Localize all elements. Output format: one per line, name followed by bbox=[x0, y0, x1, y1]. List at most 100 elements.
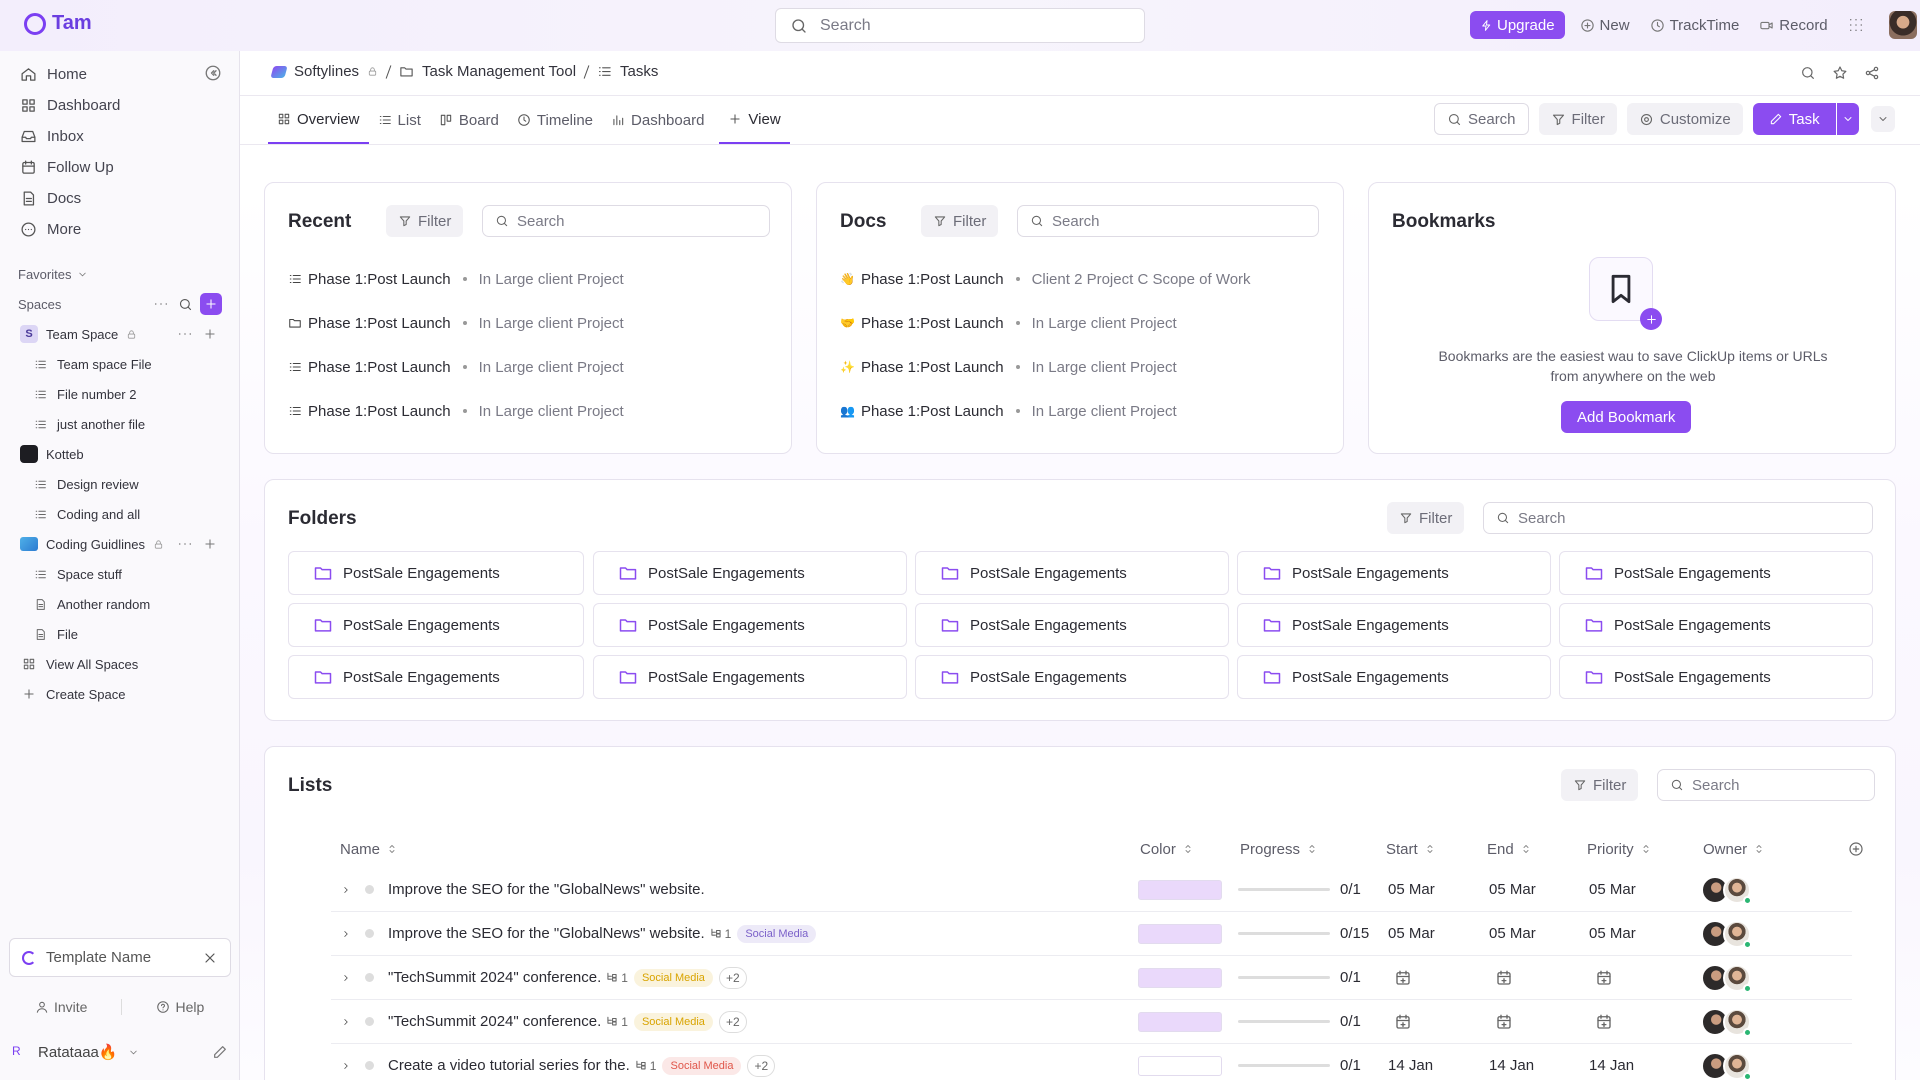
top-action[interactable]: Record bbox=[1754, 11, 1832, 39]
tab[interactable]: Overview bbox=[268, 96, 369, 144]
space-item[interactable]: Kotteb bbox=[0, 439, 240, 469]
column-header[interactable]: Name bbox=[331, 841, 1138, 858]
space-child[interactable]: Coding and all bbox=[0, 499, 240, 529]
top-action[interactable]: New bbox=[1575, 11, 1635, 39]
card-filter[interactable]: Filter bbox=[921, 205, 999, 237]
favorites-header[interactable]: Favorites bbox=[0, 259, 240, 289]
space-child[interactable]: Space stuff bbox=[0, 559, 240, 589]
folder-tile[interactable]: PostSale Engagements bbox=[593, 551, 907, 595]
user-row[interactable]: R Ratataaa🔥 bbox=[12, 1043, 228, 1061]
list-row[interactable]: "TechSummit 2024" conference. 1 Social Med… bbox=[331, 1000, 1852, 1044]
progress-cell: 0/15 bbox=[1238, 925, 1384, 942]
upgrade-button[interactable]: Upgrade bbox=[1470, 11, 1565, 39]
space-item[interactable]: S Team Space bbox=[0, 319, 240, 349]
help[interactable]: Help bbox=[156, 999, 204, 1015]
folder-tile[interactable]: PostSale Engagements bbox=[1237, 655, 1551, 699]
card-filter[interactable]: Filter bbox=[386, 205, 464, 237]
global-search[interactable]: Search bbox=[775, 8, 1145, 43]
folder-tile[interactable]: PostSale Engagements bbox=[593, 603, 907, 647]
item[interactable]: Phase 1:Post Launch In Large client Proje… bbox=[288, 311, 624, 335]
nav-item[interactable]: Inbox bbox=[0, 121, 240, 152]
task-name[interactable]: "TechSummit 2024" conference. bbox=[388, 1013, 602, 1030]
column-header[interactable]: Color bbox=[1138, 841, 1238, 858]
column-header[interactable]: Priority bbox=[1585, 841, 1701, 858]
brand[interactable]: Tam bbox=[24, 12, 92, 35]
add-bookmark[interactable]: Add Bookmark bbox=[1561, 401, 1692, 433]
list-row[interactable]: Create a video tutorial series for the. 1… bbox=[331, 1044, 1852, 1080]
toolbar-filter[interactable]: Filter bbox=[1538, 103, 1617, 135]
list-row[interactable]: Improve the SEO for the "GlobalNews" web… bbox=[331, 912, 1852, 956]
space-child[interactable]: File bbox=[0, 619, 240, 649]
card-search[interactable]: Search bbox=[1483, 502, 1873, 534]
folder-tile[interactable]: PostSale Engagements bbox=[915, 655, 1229, 699]
space-child[interactable]: just another file bbox=[0, 409, 240, 439]
folder-tile[interactable]: PostSale Engagements bbox=[1237, 551, 1551, 595]
tab[interactable]: Board bbox=[430, 96, 508, 144]
folder-tile[interactable]: PostSale Engagements bbox=[915, 551, 1229, 595]
tab[interactable]: View bbox=[719, 96, 790, 144]
item[interactable]: Phase 1:Post Launch In Large client Proje… bbox=[288, 355, 624, 379]
item[interactable]: ✨ Phase 1:Post Launch In Large client Proj… bbox=[840, 355, 1177, 379]
nav-item[interactable]: Dashboard bbox=[0, 90, 240, 121]
item[interactable]: 👥 Phase 1:Post Launch In Large client Proj… bbox=[840, 399, 1177, 423]
card-search[interactable]: Search bbox=[1657, 769, 1875, 801]
task-name[interactable]: Improve the SEO for the "GlobalNews" web… bbox=[388, 881, 705, 898]
task-name[interactable]: "TechSummit 2024" conference. bbox=[388, 969, 602, 986]
card-search[interactable]: Search bbox=[482, 205, 770, 237]
nav-item[interactable]: More bbox=[0, 214, 240, 245]
folder-tile[interactable]: PostSale Engagements bbox=[1559, 551, 1873, 595]
folder-tile[interactable]: PostSale Engagements bbox=[593, 655, 907, 699]
item[interactable]: Phase 1:Post Launch In Large client Proje… bbox=[288, 399, 624, 423]
crumb[interactable]: Tasks bbox=[620, 63, 659, 80]
column-header[interactable]: Start bbox=[1384, 841, 1485, 858]
invite[interactable]: Invite bbox=[35, 999, 87, 1015]
list-row[interactable]: "TechSummit 2024" conference. 1 Social Med… bbox=[331, 956, 1852, 1000]
space-item[interactable]: Coding Guidlines bbox=[0, 529, 240, 559]
folder-tile[interactable]: PostSale Engagements bbox=[288, 551, 584, 595]
card-filter[interactable]: Filter bbox=[1561, 769, 1639, 801]
task-menu[interactable] bbox=[1836, 103, 1859, 135]
card-search[interactable]: Search bbox=[1017, 205, 1319, 237]
column-header[interactable]: End bbox=[1485, 841, 1585, 858]
toolbar-search[interactable]: Search bbox=[1434, 103, 1529, 135]
space-child[interactable]: Team space File bbox=[0, 349, 240, 379]
space-child[interactable]: Another random bbox=[0, 589, 240, 619]
folder-tile[interactable]: PostSale Engagements bbox=[288, 655, 584, 699]
nav-item[interactable]: Follow Up bbox=[0, 152, 240, 183]
task-name[interactable]: Create a video tutorial series for the. bbox=[388, 1057, 630, 1074]
add-space[interactable] bbox=[200, 293, 222, 315]
icon-folder bbox=[1262, 615, 1282, 635]
folder-tile[interactable]: PostSale Engagements bbox=[915, 603, 1229, 647]
template-box[interactable]: Template Name bbox=[9, 938, 231, 977]
nav-item[interactable]: Docs bbox=[0, 183, 240, 214]
top-action[interactable]: TrackTime bbox=[1645, 11, 1745, 39]
folder-tile[interactable]: PostSale Engagements bbox=[1559, 655, 1873, 699]
folder-tile[interactable]: PostSale Engagements bbox=[1559, 603, 1873, 647]
folder-tile[interactable]: PostSale Engagements bbox=[288, 603, 584, 647]
item[interactable]: 👋 Phase 1:Post Launch Client 2 Project C S… bbox=[840, 267, 1251, 291]
tab[interactable]: Dashboard bbox=[602, 96, 713, 144]
toolbar-expand[interactable] bbox=[1870, 106, 1895, 132]
tab[interactable]: List bbox=[369, 96, 430, 144]
nav-item[interactable]: Home bbox=[0, 59, 240, 90]
space-child[interactable]: Design review bbox=[0, 469, 240, 499]
column-header[interactable]: Owner bbox=[1701, 841, 1832, 858]
list-row[interactable]: Improve the SEO for the "GlobalNews" web… bbox=[331, 868, 1852, 912]
folder-tile[interactable]: PostSale Engagements bbox=[1237, 603, 1551, 647]
tab[interactable]: Timeline bbox=[508, 96, 602, 144]
item[interactable]: 🤝 Phase 1:Post Launch In Large client Proj… bbox=[840, 311, 1177, 335]
toolbar-customize[interactable]: Customize bbox=[1626, 103, 1743, 135]
crumb[interactable]: Task Management Tool bbox=[422, 63, 577, 80]
card-filter[interactable]: Filter bbox=[1387, 502, 1465, 534]
sidebar-link[interactable]: Create Space bbox=[0, 679, 240, 709]
task-name[interactable]: Improve the SEO for the "GlobalNews" web… bbox=[388, 925, 705, 942]
space-child[interactable]: File number 2 bbox=[0, 379, 240, 409]
crumb[interactable]: Softylines bbox=[294, 63, 360, 80]
task-add[interactable]: Task bbox=[1752, 103, 1836, 135]
progress-bar bbox=[1238, 1064, 1330, 1067]
item[interactable]: Phase 1:Post Launch In Large client Proje… bbox=[288, 267, 624, 291]
user-avatar[interactable] bbox=[1888, 11, 1917, 39]
owner-avatar bbox=[1723, 963, 1752, 993]
sidebar-link[interactable]: View All Spaces bbox=[0, 649, 240, 679]
column-header[interactable]: Progress bbox=[1238, 841, 1384, 858]
